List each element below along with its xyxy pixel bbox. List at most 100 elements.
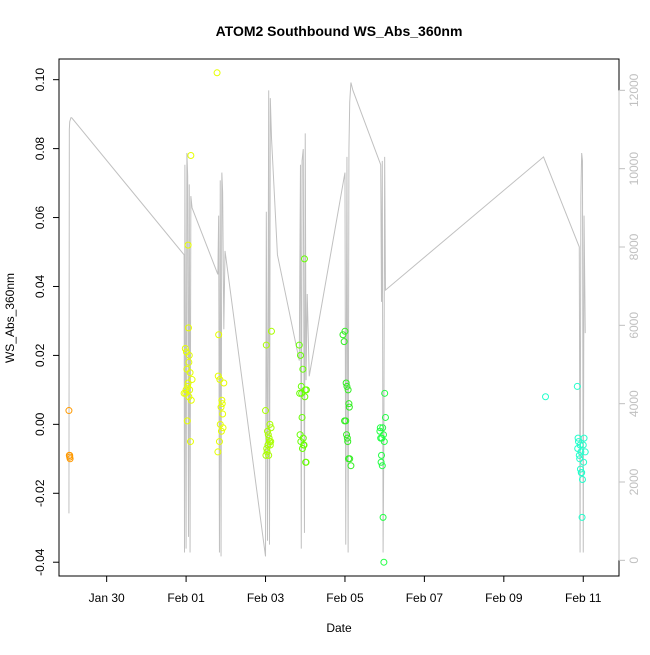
data-point-series-6 — [379, 424, 387, 432]
x-tick-label: Feb 03 — [247, 591, 285, 605]
data-point-series-7 — [576, 465, 584, 473]
data-point-series-5 — [339, 331, 347, 339]
data-point-series-5 — [343, 382, 351, 390]
data-point-series-2 — [187, 152, 195, 160]
y-tick-label: 0.02 — [33, 343, 47, 367]
data-point-series-2 — [184, 241, 192, 249]
y-tick-label: -0.02 — [33, 479, 47, 507]
data-point-series-3 — [263, 448, 271, 456]
data-point-series-2 — [184, 379, 192, 387]
data-point-series-4 — [302, 458, 310, 466]
data-point-series-3 — [263, 444, 271, 452]
y2-tick-label: 8000 — [627, 233, 641, 260]
data-point-series-6 — [381, 413, 389, 421]
data-point-series-6 — [377, 458, 385, 466]
data-point-series-6 — [376, 424, 384, 432]
data-point-series-4 — [300, 441, 308, 449]
data-point-series-7 — [577, 448, 585, 456]
data-point-series-5 — [345, 455, 353, 463]
data-point-series-2 — [215, 438, 223, 446]
y-tick-label: -0.04 — [33, 548, 47, 576]
data-point-series-2 — [215, 331, 223, 339]
y2-tick-label: 4000 — [627, 390, 641, 417]
data-point-series-2 — [213, 69, 221, 77]
y2-tick-label: 2000 — [627, 468, 641, 495]
data-point-series-7 — [576, 455, 584, 463]
data-point-series-2 — [214, 448, 222, 456]
data-point-series-2 — [216, 376, 224, 384]
x-tick-label: Jan 30 — [89, 591, 125, 605]
y-tick-label: 0.04 — [33, 274, 47, 298]
data-point-series-4 — [295, 341, 303, 349]
data-point-series-3 — [266, 420, 274, 428]
data-point-series-7 — [581, 448, 589, 456]
data-point-series-7 — [574, 438, 582, 446]
data-point-series-2 — [188, 376, 196, 384]
data-point-series-2 — [219, 424, 227, 432]
x-tick-label: Feb 05 — [326, 591, 364, 605]
data-point-series-2 — [220, 379, 228, 387]
data-point-series-7 — [580, 434, 588, 442]
data-point-series-3 — [267, 438, 275, 446]
data-point-series-5 — [341, 417, 349, 425]
scatter-points-layer — [65, 69, 589, 566]
data-point-series-2 — [218, 400, 226, 408]
data-point-series-6 — [378, 462, 386, 470]
data-point-series-7 — [578, 475, 586, 483]
data-point-series-2 — [186, 386, 194, 394]
data-point-series-5 — [344, 438, 352, 446]
data-point-series-3 — [262, 451, 270, 459]
data-point-series-3 — [262, 341, 270, 349]
x-tick-label: Feb 01 — [167, 591, 205, 605]
data-point-series-7 — [578, 469, 586, 477]
y2-tick-label: 12000 — [627, 73, 641, 107]
data-point-series-6 — [379, 431, 387, 439]
data-point-series-2 — [186, 369, 194, 377]
data-point-series-2 — [181, 345, 189, 353]
data-point-series-1 — [66, 455, 74, 463]
data-point-series-5 — [345, 403, 353, 411]
data-point-series-5 — [343, 434, 351, 442]
data-point-series-4 — [298, 444, 306, 452]
y2-tick-label: 6000 — [627, 312, 641, 339]
data-point-series-4 — [299, 365, 307, 373]
data-point-series-4 — [296, 431, 304, 439]
data-point-series-5 — [343, 431, 351, 439]
y2-tick-label: 0 — [627, 557, 641, 564]
data-point-series-5 — [344, 386, 352, 394]
data-point-series-5 — [347, 462, 355, 470]
data-point-series-6 — [380, 438, 388, 446]
data-point-series-7 — [579, 441, 587, 449]
data-point-series-6 — [378, 451, 385, 459]
y-tick-label: 0.06 — [33, 206, 47, 230]
data-point-series-4 — [296, 351, 304, 359]
y-tick-label: 0.10 — [33, 68, 47, 92]
x-axis-label: Date — [326, 621, 352, 635]
chart-title: ATOM2 Southbound WS_Abs_360nm — [216, 23, 463, 39]
data-point-series-4 — [301, 393, 309, 401]
data-point-series-4 — [297, 382, 305, 390]
data-point-series-3 — [262, 407, 270, 415]
data-point-series-4 — [298, 413, 306, 421]
data-point-series-2 — [182, 389, 190, 397]
data-point-series-5 — [342, 379, 350, 387]
data-point-series-2 — [214, 372, 222, 380]
data-point-series-4 — [296, 389, 304, 397]
data-point-series-6 — [378, 434, 386, 442]
data-point-series-2 — [219, 410, 227, 418]
y2-tick-label: 10000 — [627, 152, 641, 186]
data-point-series-3 — [265, 434, 273, 442]
y-tick-label: 0.08 — [33, 137, 47, 161]
data-point-series-7 — [578, 513, 586, 521]
data-point-series-1 — [66, 451, 74, 459]
data-point-series-2 — [184, 324, 192, 332]
y-axis-label: WS_Abs_360nm — [3, 273, 17, 363]
x-tick-label: Feb 09 — [485, 591, 523, 605]
data-point-series-2 — [184, 382, 192, 390]
data-point-series-7 — [580, 458, 588, 466]
data-point-series-7 — [575, 451, 583, 459]
data-point-series-2 — [185, 358, 193, 366]
data-point-series-6 — [379, 513, 387, 521]
